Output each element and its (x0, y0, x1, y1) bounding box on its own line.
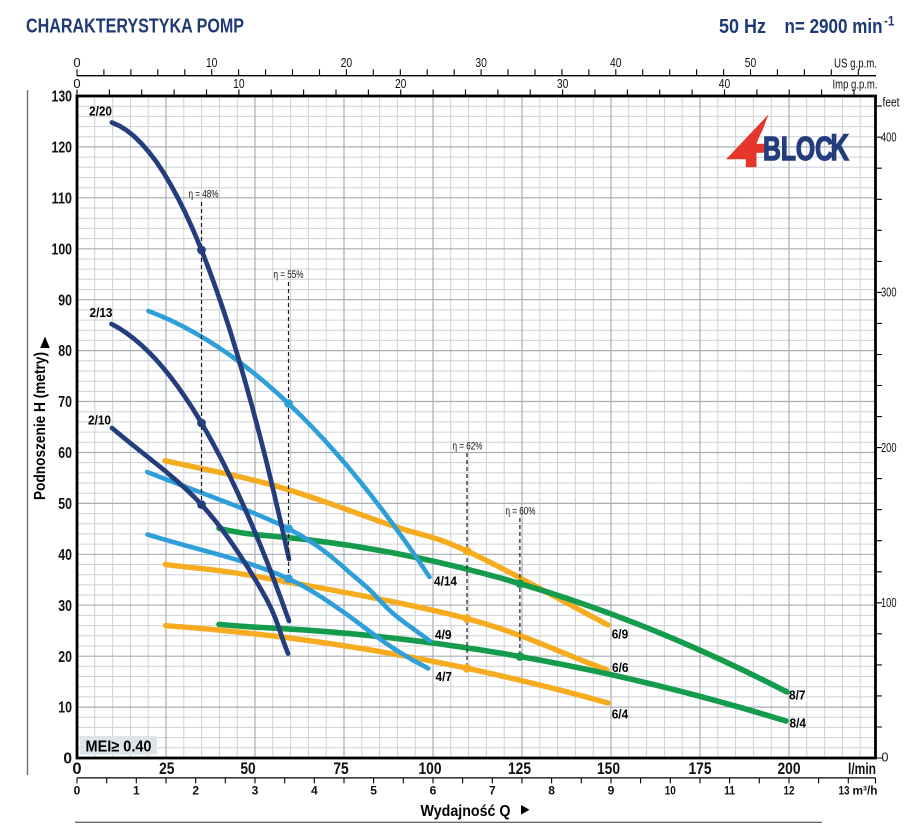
svg-text:1: 1 (133, 784, 140, 798)
svg-text:80: 80 (58, 343, 72, 360)
svg-text:2: 2 (192, 784, 199, 798)
svg-text:120: 120 (52, 140, 73, 157)
svg-text:13: 13 (839, 784, 850, 798)
svg-text:10: 10 (665, 784, 676, 798)
svg-text:30: 30 (557, 76, 569, 91)
svg-text:MEI≥ 0.40: MEI≥ 0.40 (86, 739, 152, 756)
svg-text:0: 0 (73, 76, 80, 91)
svg-text:m³/h: m³/h (853, 784, 878, 798)
svg-text:0: 0 (74, 784, 81, 798)
svg-text:50: 50 (745, 55, 757, 70)
svg-text:6/4: 6/4 (612, 708, 629, 722)
svg-text:7: 7 (489, 784, 496, 798)
svg-text:6/6: 6/6 (612, 661, 629, 675)
svg-text:200: 200 (881, 441, 897, 455)
svg-text:200: 200 (778, 760, 801, 778)
svg-text:0: 0 (63, 751, 72, 768)
svg-text:10: 10 (58, 700, 72, 717)
svg-text:8/7: 8/7 (789, 689, 806, 703)
svg-text:70: 70 (58, 394, 72, 411)
svg-text:η = 60%: η = 60% (506, 506, 536, 518)
svg-text:Imp g.p.m.: Imp g.p.m. (833, 77, 878, 92)
svg-text:2/10: 2/10 (88, 414, 111, 428)
svg-text:50 Hz: 50 Hz (719, 15, 766, 38)
svg-text:150: 150 (597, 760, 620, 778)
svg-text:175: 175 (689, 760, 712, 778)
svg-text:75: 75 (333, 760, 348, 778)
svg-text:BLOC: BLOC (763, 130, 833, 167)
svg-text:8: 8 (548, 784, 555, 798)
svg-text:0: 0 (73, 55, 80, 70)
svg-text:l/min: l/min (848, 761, 876, 778)
svg-text:10: 10 (233, 76, 245, 91)
svg-text:30: 30 (475, 55, 487, 70)
svg-text:-1: -1 (884, 14, 895, 29)
svg-text:400: 400 (881, 130, 897, 144)
svg-text:3: 3 (252, 784, 259, 798)
svg-text:11: 11 (724, 784, 735, 798)
svg-text:0: 0 (882, 751, 889, 765)
svg-text:90: 90 (58, 292, 72, 309)
svg-text:feet: feet (883, 96, 900, 110)
svg-text:2/13: 2/13 (90, 306, 113, 320)
svg-text:10: 10 (206, 55, 218, 70)
svg-text:50: 50 (58, 496, 72, 513)
svg-text:5: 5 (370, 784, 377, 798)
svg-text:40: 40 (610, 55, 622, 70)
svg-text:100: 100 (881, 596, 897, 610)
svg-text:8/4: 8/4 (790, 717, 807, 731)
svg-text:50: 50 (240, 760, 255, 778)
svg-text:K: K (831, 127, 850, 168)
svg-text:US g.p.m.: US g.p.m. (834, 56, 877, 71)
svg-text:2/20: 2/20 (89, 104, 112, 118)
svg-text:4/7: 4/7 (436, 670, 453, 684)
svg-text:60: 60 (58, 445, 72, 462)
svg-text:η = 62%: η = 62% (453, 441, 483, 453)
svg-text:Wydajność Q: Wydajność Q (421, 803, 511, 820)
svg-text:110: 110 (52, 190, 73, 207)
svg-text:η = 55%: η = 55% (274, 269, 304, 281)
svg-text:CHARAKTERYSTYKA POMP: CHARAKTERYSTYKA POMP (26, 15, 244, 38)
svg-text:6/9: 6/9 (612, 628, 629, 642)
svg-text:4/14: 4/14 (434, 575, 457, 589)
svg-text:20: 20 (395, 76, 407, 91)
svg-text:20: 20 (58, 649, 72, 666)
svg-text:η = 48%: η = 48% (189, 189, 219, 201)
svg-text:125: 125 (508, 760, 531, 778)
svg-text:4: 4 (311, 784, 318, 798)
svg-text:0: 0 (72, 760, 81, 778)
svg-text:12: 12 (784, 784, 795, 798)
svg-text:25: 25 (159, 760, 174, 778)
svg-text:9: 9 (608, 784, 615, 798)
svg-text:Podnoszenie H (metry): Podnoszenie H (metry) (32, 352, 49, 500)
svg-text:4/9: 4/9 (435, 628, 452, 642)
svg-text:100: 100 (419, 760, 442, 778)
svg-text:130: 130 (52, 89, 73, 106)
svg-text:20: 20 (341, 55, 353, 70)
svg-text:30: 30 (58, 598, 72, 615)
svg-text:n= 2900 min: n= 2900 min (785, 15, 883, 38)
svg-text:100: 100 (52, 241, 73, 258)
svg-text:6: 6 (430, 784, 437, 798)
svg-text:300: 300 (881, 286, 897, 300)
svg-text:40: 40 (58, 547, 72, 564)
svg-text:40: 40 (719, 76, 731, 91)
